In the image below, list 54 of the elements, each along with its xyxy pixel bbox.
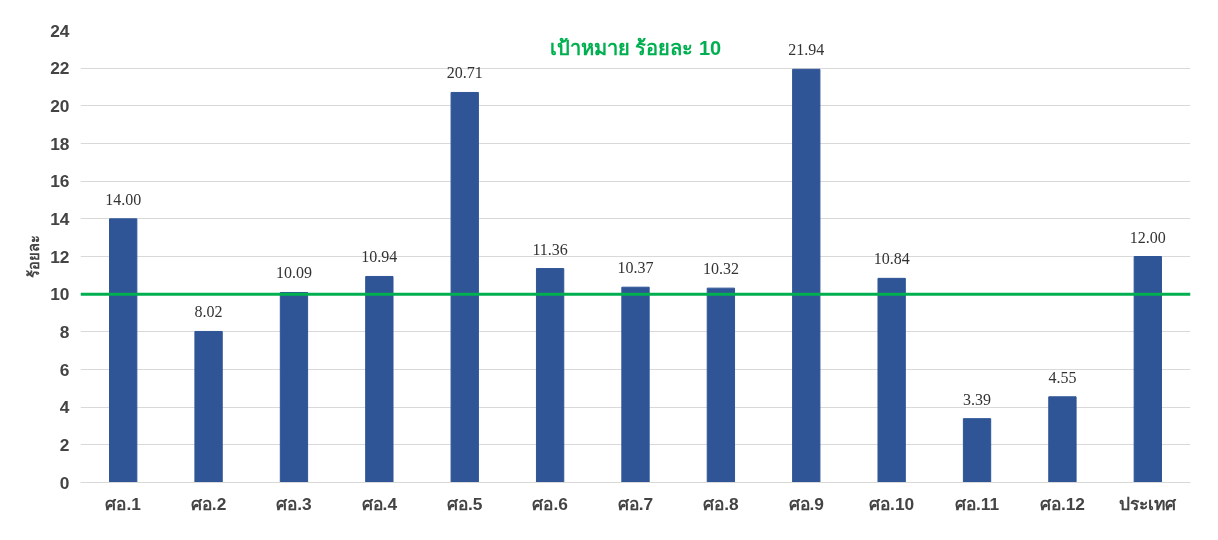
x-tick-label: ศอ.6 — [532, 493, 569, 514]
bar — [792, 68, 821, 483]
x-tick-label: ศอ.3 — [276, 493, 313, 514]
x-tick-label: ศอ.2 — [190, 493, 227, 514]
y-tick-label: 4 — [59, 397, 70, 418]
data-label: 21.94 — [788, 41, 825, 59]
x-tick-label: ประเทศ — [1119, 493, 1178, 514]
y-tick-label: 12 — [50, 246, 70, 267]
data-label: 11.36 — [532, 240, 568, 258]
bar — [1048, 396, 1077, 483]
data-label: 10.94 — [361, 248, 398, 266]
data-label: 8.02 — [194, 303, 223, 321]
bar — [1133, 256, 1162, 483]
x-tick-label: ศอ.1 — [105, 493, 142, 514]
bar — [962, 418, 992, 483]
data-label: 4.55 — [1048, 368, 1077, 386]
bar — [279, 291, 309, 483]
data-label: 3.39 — [963, 390, 992, 408]
bar — [365, 275, 394, 483]
data-label: 14.00 — [105, 190, 142, 208]
data-label: 10.32 — [702, 260, 739, 278]
x-tick-label: ศอ.8 — [703, 493, 739, 514]
x-tick-label: ศอ.5 — [447, 493, 483, 514]
bar — [877, 277, 906, 483]
y-tick-label: 18 — [50, 133, 70, 154]
data-label: 12.00 — [1129, 228, 1166, 246]
bar — [706, 287, 736, 483]
y-tick-label: 6 — [59, 359, 70, 380]
bar — [109, 218, 138, 483]
x-tick-label: ศอ.4 — [361, 493, 398, 514]
data-label: 20.71 — [446, 64, 483, 82]
y-tick-label: 24 — [50, 20, 70, 41]
y-tick-label: 22 — [50, 58, 70, 79]
y-tick-label: 14 — [50, 208, 70, 229]
y-axis-title: ร้อยละ — [26, 235, 43, 278]
ref-line-label: เป้าหมาย ร้อยละ 10 — [549, 36, 722, 59]
x-tick-label: ศอ.11 — [954, 493, 1000, 514]
x-tick-label: ศอ.7 — [617, 493, 654, 514]
data-label: 10.37 — [617, 259, 654, 277]
bar — [450, 91, 479, 483]
bar — [535, 268, 565, 483]
bar — [621, 286, 650, 483]
y-tick-label: 16 — [50, 171, 70, 192]
bar — [194, 330, 223, 483]
y-tick-label: 0 — [59, 472, 70, 493]
data-label: 10.84 — [873, 250, 910, 268]
x-tick-label: ศอ.10 — [869, 493, 915, 514]
data-label: 10.09 — [275, 264, 312, 282]
y-tick-label: 8 — [59, 321, 70, 342]
y-tick-label: 20 — [50, 95, 70, 116]
x-tick-label: ศอ.9 — [788, 493, 824, 514]
y-tick-label: 10 — [50, 284, 70, 305]
y-tick-label: 2 — [59, 434, 70, 455]
x-tick-label: ศอ.12 — [1039, 493, 1085, 514]
